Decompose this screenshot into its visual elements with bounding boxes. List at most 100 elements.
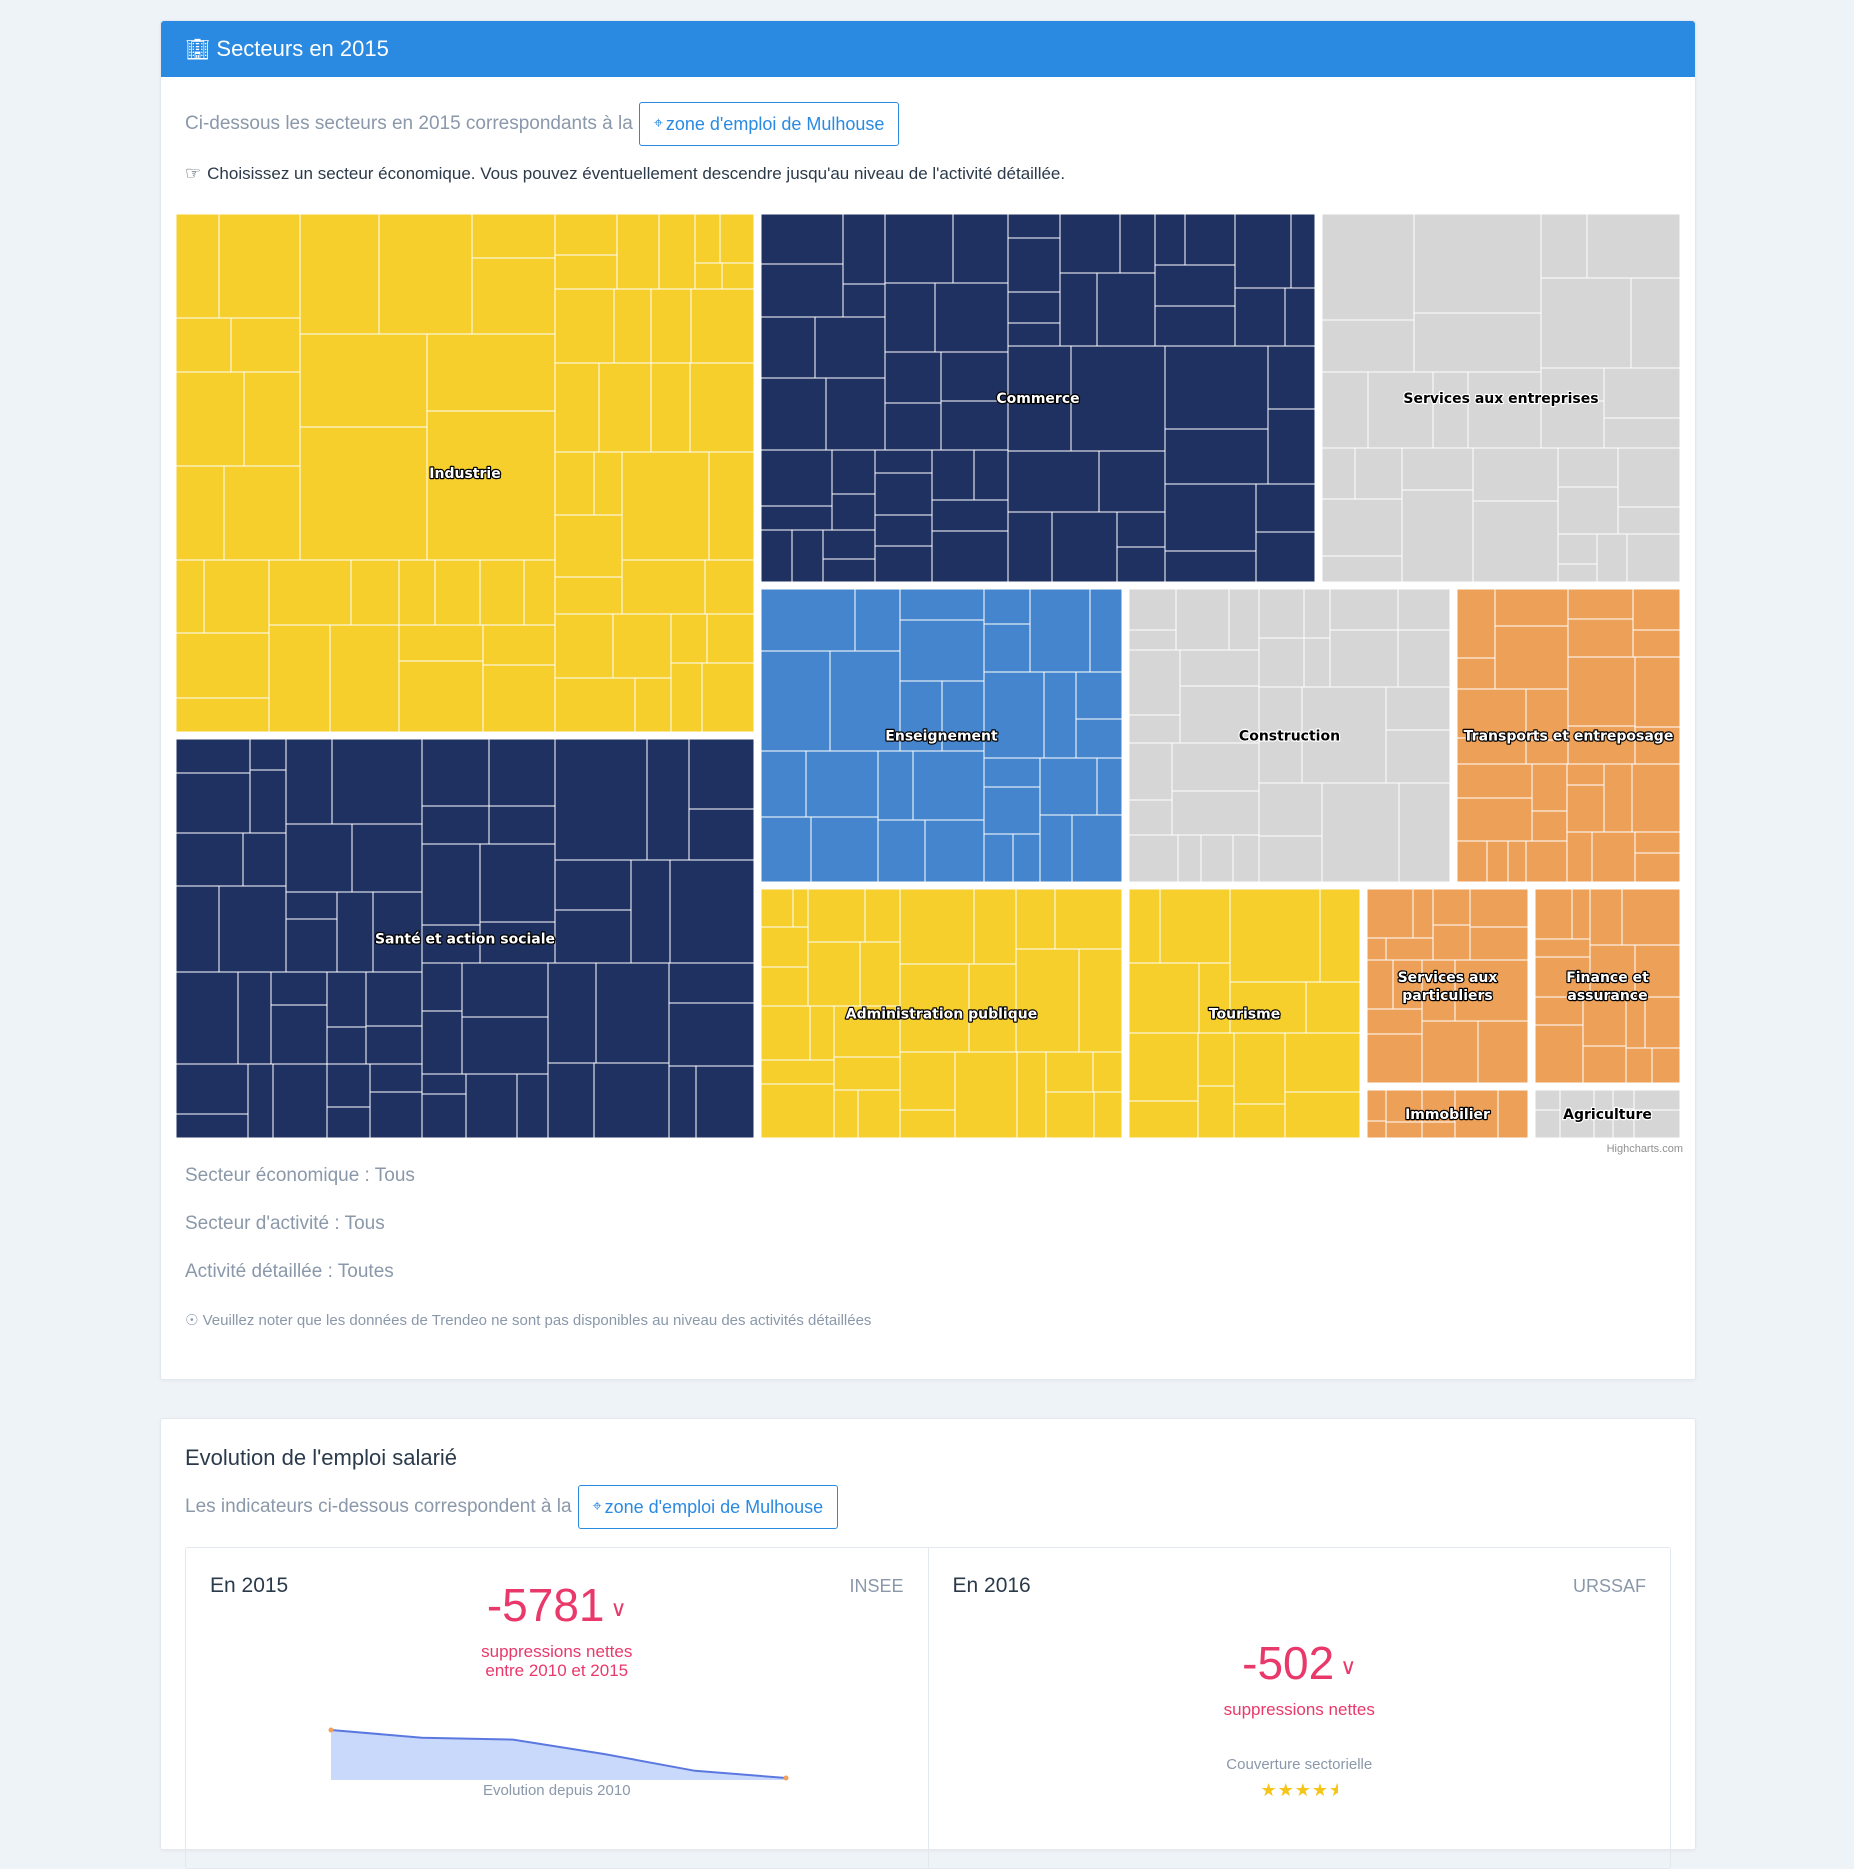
treemap-cell[interactable] bbox=[1566, 763, 1605, 786]
treemap-cell[interactable] bbox=[547, 962, 597, 1064]
treemap-cell[interactable] bbox=[434, 559, 481, 626]
treemap-cell[interactable] bbox=[833, 1056, 901, 1091]
treemap-cell[interactable] bbox=[1284, 1032, 1362, 1093]
treemap-cell[interactable] bbox=[595, 962, 670, 1064]
treemap-cell[interactable] bbox=[1557, 486, 1619, 535]
treemap-cell[interactable] bbox=[616, 213, 660, 290]
treemap-cell[interactable] bbox=[249, 737, 287, 771]
treemap-cell[interactable] bbox=[1198, 962, 1231, 1034]
treemap-cell[interactable] bbox=[1179, 685, 1260, 744]
treemap-cell[interactable] bbox=[593, 1062, 670, 1139]
treemap-cell[interactable] bbox=[1234, 213, 1292, 289]
treemap-cell[interactable] bbox=[1467, 371, 1542, 449]
treemap-cell[interactable] bbox=[621, 451, 710, 561]
treemap-cell[interactable] bbox=[1127, 1100, 1199, 1139]
treemap-cell[interactable] bbox=[1007, 450, 1100, 513]
treemap-cell[interactable] bbox=[1127, 834, 1179, 884]
treemap-cell[interactable] bbox=[704, 559, 756, 615]
treemap-sector-administration-publique[interactable] bbox=[758, 886, 1125, 1139]
treemap-cell[interactable] bbox=[1540, 277, 1632, 369]
treemap-cell[interactable] bbox=[1045, 1051, 1094, 1093]
treemap-cell[interactable] bbox=[1116, 511, 1166, 548]
treemap-cell[interactable] bbox=[1617, 447, 1681, 508]
treemap-cell[interactable] bbox=[807, 887, 866, 943]
treemap-cell[interactable] bbox=[884, 213, 954, 284]
treemap-cell[interactable] bbox=[1127, 742, 1173, 801]
treemap-cell[interactable] bbox=[479, 559, 525, 626]
treemap-cell[interactable] bbox=[822, 558, 876, 584]
treemap-cell[interactable] bbox=[365, 971, 423, 1027]
treemap-cell[interactable] bbox=[954, 1051, 1018, 1139]
zone-button[interactable]: ⌖ zone d'emploi de Mulhouse bbox=[638, 102, 900, 146]
treemap-cell[interactable] bbox=[1412, 887, 1434, 939]
treemap-cell[interactable] bbox=[1255, 483, 1317, 533]
treemap-cell[interactable] bbox=[621, 559, 706, 615]
treemap-cell[interactable] bbox=[369, 1091, 423, 1139]
treemap-cell[interactable] bbox=[1631, 763, 1681, 833]
treemap-cell[interactable] bbox=[175, 971, 239, 1065]
treemap-cell[interactable] bbox=[899, 619, 985, 682]
treemap-cell[interactable] bbox=[1477, 1020, 1530, 1085]
treemap-cell[interactable] bbox=[1385, 729, 1452, 784]
treemap-cell[interactable] bbox=[378, 213, 473, 335]
treemap-cell[interactable] bbox=[1540, 400, 1605, 449]
treemap-cell[interactable] bbox=[1413, 312, 1542, 373]
treemap-cell[interactable] bbox=[983, 623, 1031, 673]
treemap-cell[interactable] bbox=[924, 819, 985, 884]
treemap-cell[interactable] bbox=[1284, 1091, 1362, 1139]
treemap-sector-sante-et-action-sociale[interactable] bbox=[175, 736, 757, 1139]
treemap-cell[interactable] bbox=[516, 1073, 549, 1139]
treemap-cell[interactable] bbox=[874, 545, 933, 584]
treemap-cell[interactable] bbox=[270, 971, 328, 1006]
treemap-cell[interactable] bbox=[1045, 1091, 1095, 1139]
treemap-cell[interactable] bbox=[1175, 587, 1230, 651]
treemap-cell[interactable] bbox=[1365, 1120, 1387, 1139]
treemap-cell[interactable] bbox=[1455, 587, 1496, 659]
treemap-cell[interactable] bbox=[1385, 937, 1434, 961]
treemap-cell[interactable] bbox=[831, 493, 876, 531]
treemap-cell[interactable] bbox=[1591, 831, 1636, 884]
treemap-cell[interactable] bbox=[613, 288, 652, 364]
treemap-cell[interactable] bbox=[461, 1016, 549, 1075]
treemap-cell[interactable] bbox=[1007, 237, 1061, 293]
treemap-cell[interactable] bbox=[809, 1005, 835, 1061]
treemap-cell[interactable] bbox=[759, 1005, 811, 1061]
treemap-cell[interactable] bbox=[372, 891, 423, 973]
treemap-cell[interactable] bbox=[1164, 550, 1257, 584]
treemap-cell[interactable] bbox=[1367, 371, 1434, 449]
treemap-cell[interactable] bbox=[1016, 1051, 1047, 1139]
treemap-cell[interactable] bbox=[1127, 799, 1173, 836]
treemap-cell[interactable] bbox=[1421, 1121, 1456, 1139]
treemap-cell[interactable] bbox=[175, 1063, 249, 1115]
treemap-cell[interactable] bbox=[175, 317, 232, 373]
treemap-cell[interactable] bbox=[1455, 840, 1488, 884]
treemap-cell[interactable] bbox=[237, 971, 272, 1065]
treemap-cell[interactable] bbox=[688, 737, 756, 810]
treemap-cell[interactable] bbox=[1233, 1103, 1286, 1139]
treemap-cell[interactable] bbox=[1229, 981, 1307, 1034]
treemap-cell[interactable] bbox=[1320, 213, 1415, 321]
treemap-cell[interactable] bbox=[1127, 1032, 1199, 1102]
treemap-cell[interactable] bbox=[1320, 371, 1369, 449]
treemap-cell[interactable] bbox=[1071, 814, 1124, 884]
treemap-cell[interactable] bbox=[1093, 1091, 1124, 1139]
treemap-cell[interactable] bbox=[554, 288, 615, 364]
treemap-cell[interactable] bbox=[1007, 511, 1053, 584]
treemap-cell[interactable] bbox=[899, 887, 975, 965]
treemap-cell[interactable] bbox=[1171, 742, 1260, 792]
treemap-cell[interactable] bbox=[175, 772, 251, 834]
treemap-cell[interactable] bbox=[650, 288, 692, 364]
treemap-cell[interactable] bbox=[554, 362, 600, 453]
treemap-cell[interactable] bbox=[1392, 959, 1423, 1010]
treemap-cell[interactable] bbox=[1630, 277, 1681, 369]
treemap-cell[interactable] bbox=[1319, 887, 1362, 983]
treemap-cell[interactable] bbox=[175, 371, 245, 467]
treemap-cell[interactable] bbox=[1329, 629, 1399, 688]
treemap-cell[interactable] bbox=[1582, 1045, 1627, 1085]
treemap-cell[interactable] bbox=[1603, 417, 1681, 449]
treemap-cell[interactable] bbox=[1039, 814, 1073, 884]
treemap-cell[interactable] bbox=[1015, 948, 1080, 1053]
treemap-cell[interactable] bbox=[1632, 587, 1681, 631]
treemap-cell[interactable] bbox=[175, 465, 225, 561]
treemap-cell[interactable] bbox=[759, 529, 793, 584]
